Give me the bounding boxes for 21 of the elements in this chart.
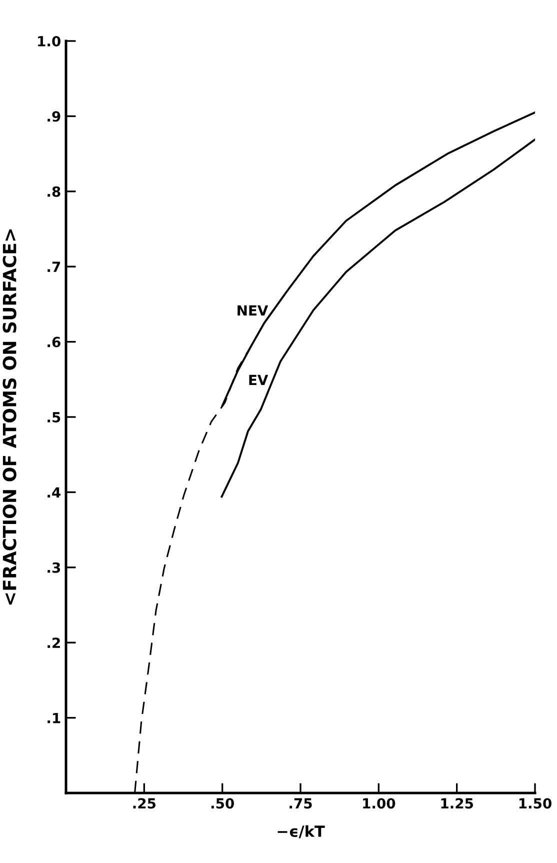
x-tick-label: .50: [211, 798, 234, 809]
y-tick-label: .4: [48, 487, 60, 498]
y-tick-label: .9: [48, 111, 60, 122]
x-tick-label: .25: [133, 798, 156, 809]
y-tick-label: 1.0: [38, 36, 60, 46]
y-axis-title: <FRACTION OF ATOMS ON SURFACE>: [2, 229, 16, 605]
series-label: NEV: [238, 305, 268, 316]
series-label: EV: [249, 374, 268, 386]
y-tick-label: .2: [48, 638, 60, 648]
x-tick-label: 1.50: [519, 798, 552, 809]
x-tick-label: .75: [290, 798, 312, 809]
y-tick-label: .3: [48, 562, 60, 573]
x-tick-label: 1.00: [363, 798, 396, 809]
y-tick-label: .5: [48, 412, 60, 422]
line-series: [220, 138, 535, 498]
y-tick-label: .1: [48, 712, 60, 724]
y-tick-label: .8: [48, 186, 60, 197]
x-axis-title: −ϵ/kT: [278, 825, 325, 838]
x-tick-label: 1.25: [441, 798, 473, 809]
y-tick-label: .7: [48, 262, 60, 272]
y-tick-label: .6: [48, 336, 60, 348]
